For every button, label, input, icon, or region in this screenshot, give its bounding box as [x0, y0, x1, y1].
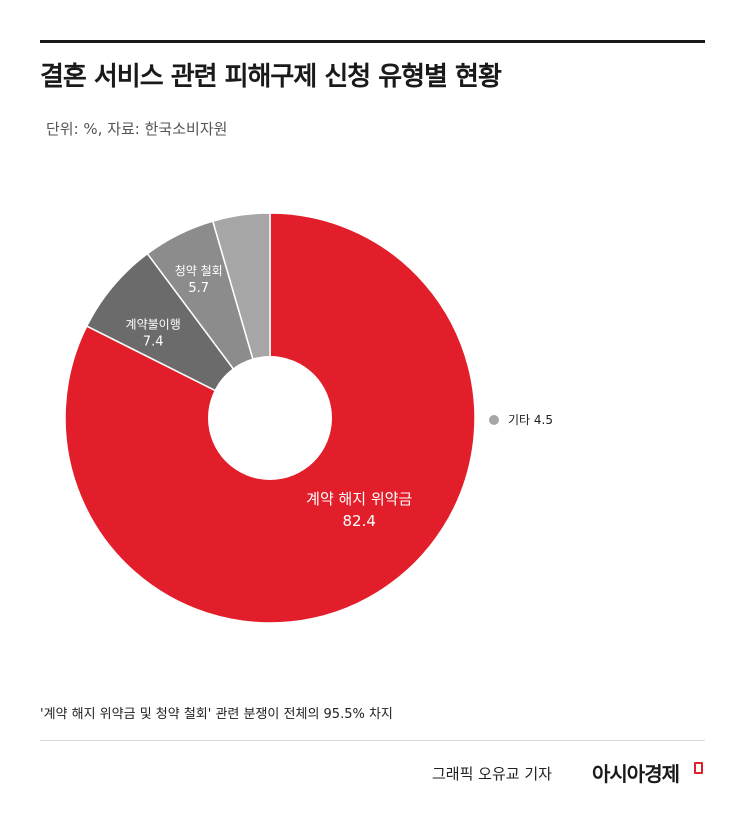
brand-logo: 아시아경제: [592, 762, 680, 786]
chart-subtitle: 단위: %, 자료: 한국소비자원: [46, 120, 228, 138]
slice-label-2: 청약 철회: [175, 263, 223, 278]
legend-dot-etc: [489, 415, 499, 425]
footnote: '계약 해지 위약금 및 청약 철회' 관련 분쟁이 전체의 95.5% 차지: [40, 707, 393, 722]
slice-value-0: 82.4: [343, 512, 376, 530]
slice-value-2: 5.7: [188, 281, 209, 296]
legend-label-etc: 기타 4.5: [508, 413, 553, 427]
slice-value-1: 7.4: [143, 334, 164, 349]
slice-label-0: 계약 해지 위약금: [306, 490, 412, 508]
chart-title: 결혼 서비스 관련 피해구제 신청 유형별 현황: [40, 62, 502, 92]
donut-hole: [208, 356, 332, 480]
credit: 그래픽 오유교 기자: [432, 765, 552, 783]
bottom-rule: [40, 740, 705, 741]
slice-labels: 계약 해지 위약금 82.4 계약불이행 7.4 청약 철회 5.7: [126, 263, 413, 530]
legend-etc: 기타 4.5: [489, 413, 553, 427]
slice-label-1: 계약불이행: [126, 316, 181, 331]
top-rule: [40, 40, 705, 43]
brand-mark-icon: [694, 762, 703, 774]
